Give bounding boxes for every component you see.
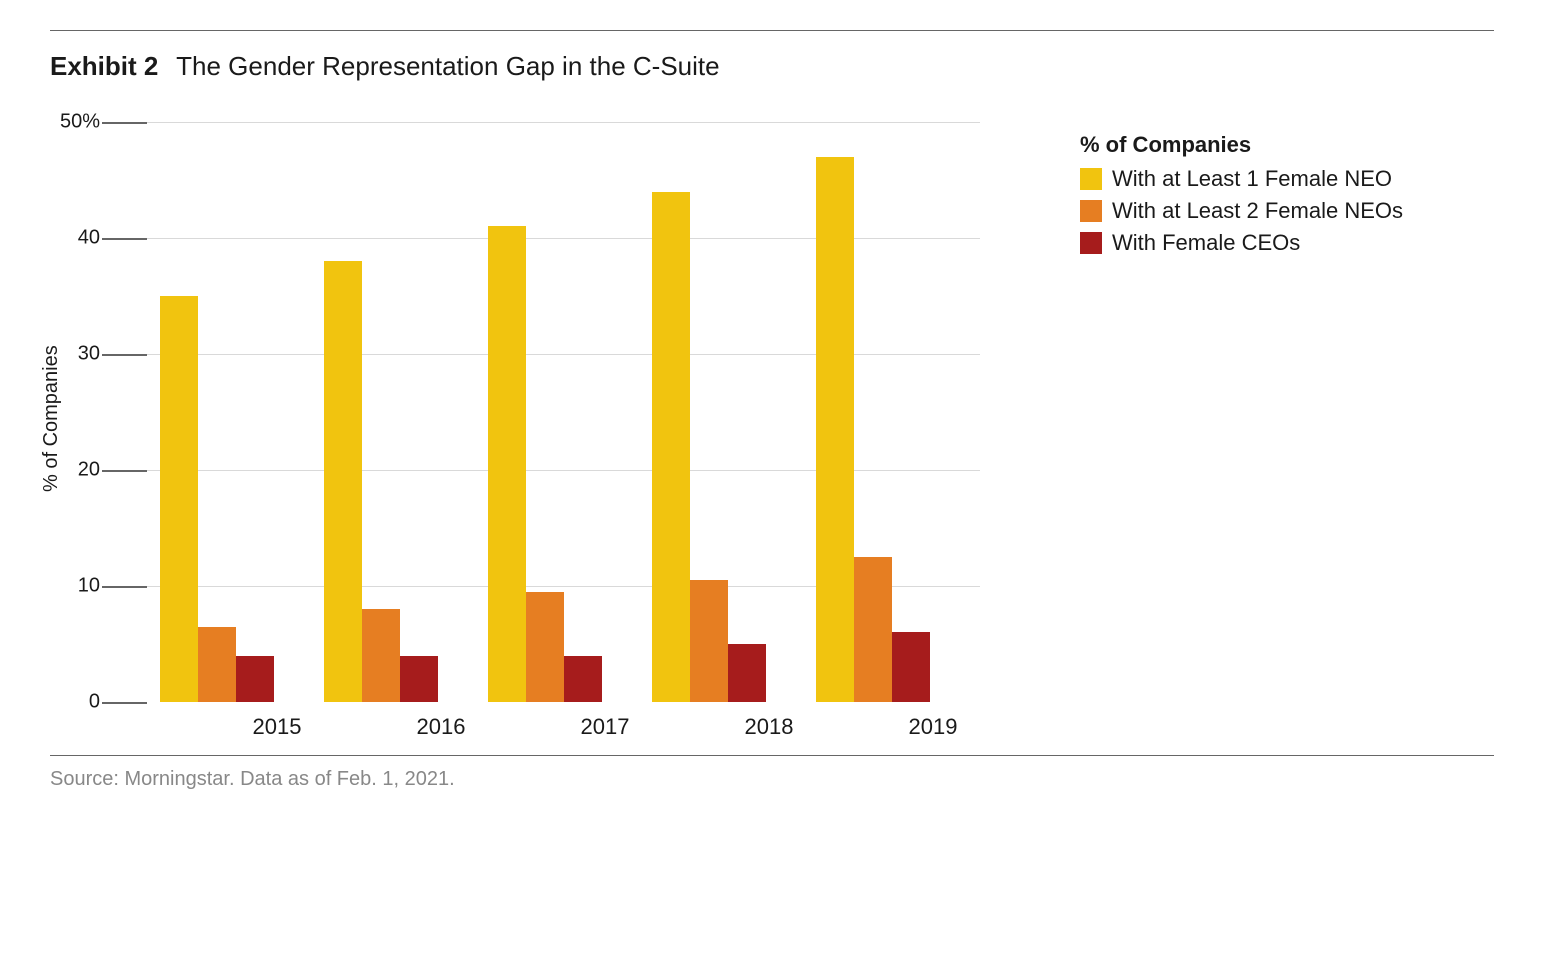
bar-group — [324, 261, 438, 702]
legend-swatch — [1080, 232, 1102, 254]
legend-item: With Female CEOs — [1080, 230, 1403, 256]
exhibit-label: Exhibit 2 — [50, 51, 158, 81]
y-tick-label: 0 — [60, 691, 100, 714]
bar-group — [652, 192, 766, 702]
bar-at_least_2_neos — [362, 609, 400, 702]
bar-at_least_1_neo — [160, 296, 198, 702]
bar-female_ceos — [728, 644, 766, 702]
legend-title: % of Companies — [1080, 132, 1403, 158]
bar-at_least_1_neo — [324, 261, 362, 702]
bar-at_least_2_neos — [690, 580, 728, 702]
bar-at_least_1_neo — [488, 226, 526, 702]
bar-at_least_1_neo — [816, 157, 854, 702]
source-note: Source: Morningstar. Data as of Feb. 1, … — [50, 768, 1494, 791]
x-axis-labels: 2015 2016 2017 2018 2019 — [170, 714, 1040, 740]
bar-at_least_2_neos — [854, 557, 892, 702]
legend-swatch — [1080, 200, 1102, 222]
bar-at_least_2_neos — [198, 627, 236, 702]
bar-female_ceos — [400, 656, 438, 702]
bar-female_ceos — [892, 632, 930, 702]
bar-female_ceos — [564, 656, 602, 702]
y-tick-label: 50% — [60, 111, 100, 134]
legend-swatch — [1080, 168, 1102, 190]
chart-body: % of Companies 01020304050% 2015 2016 2017… — [50, 122, 1494, 756]
x-tick-label: 2016 — [381, 714, 501, 740]
plot-wrap: 01020304050% 2015 2016 2017 2018 2019 — [110, 122, 1040, 740]
x-tick-label: 2017 — [545, 714, 665, 740]
legend-label: With at Least 2 Female NEOs — [1112, 198, 1403, 224]
y-tick-label: 30 — [60, 343, 100, 366]
legend-item: With at Least 1 Female NEO — [1080, 166, 1403, 192]
legend: % of Companies With at Least 1 Female NE… — [1080, 122, 1403, 740]
bar-group — [488, 226, 602, 702]
x-tick-label: 2019 — [873, 714, 993, 740]
chart-title-row: Exhibit 2 The Gender Representation Gap … — [50, 51, 1494, 82]
x-tick-label: 2018 — [709, 714, 829, 740]
y-tick-label: 10 — [60, 575, 100, 598]
plot-area: 01020304050% — [110, 122, 980, 702]
chart-container: Exhibit 2 The Gender Representation Gap … — [50, 30, 1494, 791]
bar-at_least_1_neo — [652, 192, 690, 702]
bar-group — [816, 157, 930, 702]
y-tick-label: 20 — [60, 459, 100, 482]
bars-region — [110, 122, 980, 702]
legend-label: With at Least 1 Female NEO — [1112, 166, 1392, 192]
x-tick-label: 2015 — [217, 714, 337, 740]
y-tick-label: 40 — [60, 227, 100, 250]
bar-at_least_2_neos — [526, 592, 564, 702]
bar-group — [160, 296, 274, 702]
legend-label: With Female CEOs — [1112, 230, 1300, 256]
exhibit-title: The Gender Representation Gap in the C-S… — [176, 51, 719, 81]
legend-item: With at Least 2 Female NEOs — [1080, 198, 1403, 224]
y-tick-mark — [102, 702, 147, 704]
bar-female_ceos — [236, 656, 274, 702]
